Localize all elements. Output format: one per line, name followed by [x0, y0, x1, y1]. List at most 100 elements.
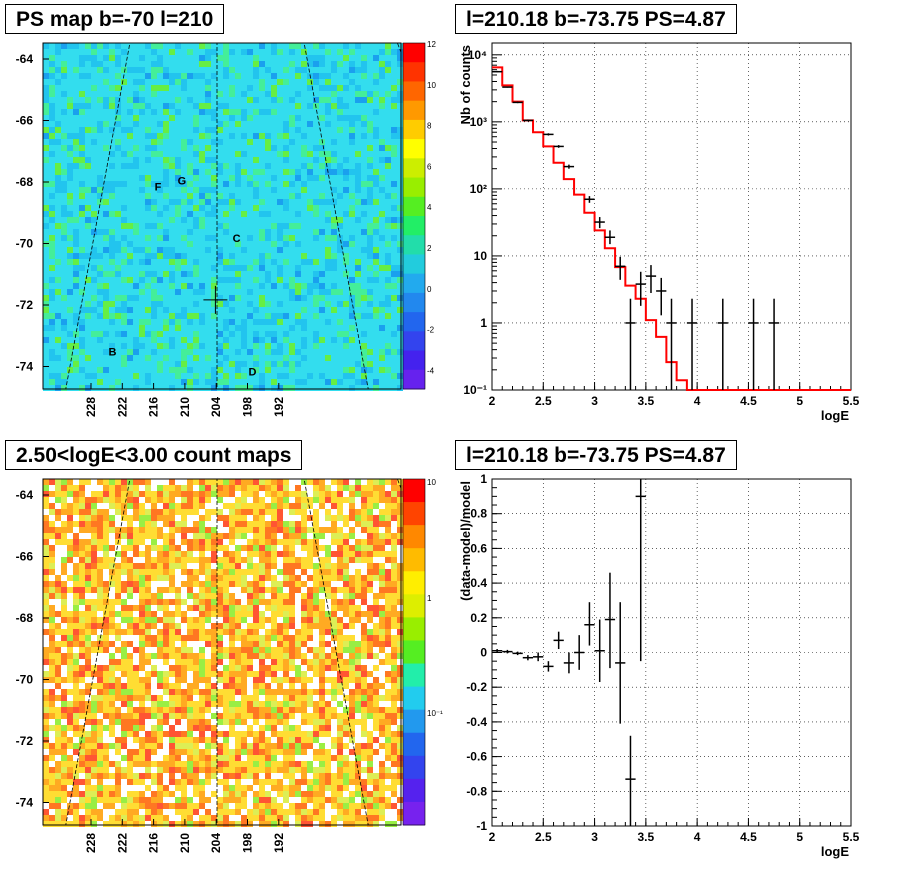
colorbar-frame	[402, 478, 426, 826]
residual-plot: 2 2.5 3 3.5 4 4.5 5 5.5 -1 -0.8 -0.6 -0.4 -0.2 0 0.2 0.…	[458, 472, 860, 859]
lon-tick-label: 192	[272, 833, 286, 853]
spectrum-title: l=210.18 b=-73.75 PS=4.87	[455, 4, 737, 34]
colorbar-tick-label: 10	[427, 478, 436, 487]
lat-tick-label: -74	[16, 796, 34, 810]
lat-tick-label: -66	[16, 550, 34, 564]
y-tick-label: -0.2	[466, 680, 487, 694]
colorbar-tick-label: 10	[427, 81, 436, 90]
meridian-line	[303, 43, 369, 389]
meridian-line	[65, 479, 131, 825]
residual-frame	[491, 478, 852, 827]
lon-tick-label: 216	[147, 833, 161, 853]
count-map-panel: -64-66-68-70-72-74228222216210204198192A…	[16, 20, 443, 853]
colorbar-cell	[403, 158, 425, 179]
colorbar-tick-label: 6	[427, 162, 432, 171]
y-tick-label: 0.4	[470, 576, 487, 590]
y-tick-label: 10⁴	[468, 48, 487, 62]
meridian-line	[0, 0, 16, 242]
colorbar-tick-label: 1	[427, 594, 432, 603]
y-tick-label: 10	[474, 249, 488, 263]
colorbar-cell	[403, 119, 425, 140]
x-tick-label: 5	[796, 830, 803, 844]
ps-map-panel: -64-66-68-70-72-74228222216210204198192A…	[0, 0, 437, 417]
source-label: G	[178, 175, 187, 187]
residual-title: l=210.18 b=-73.75 PS=4.87	[455, 440, 737, 470]
x-tick-label: 5	[796, 394, 803, 408]
lon-tick-label: 228	[84, 833, 98, 853]
x-axis-label: logE	[821, 844, 849, 859]
x-tick-label: 3	[591, 394, 598, 408]
colorbar-cell	[403, 801, 425, 826]
colorbar-cell	[403, 479, 425, 503]
colorbar-cell	[403, 100, 425, 121]
lon-tick-label: 216	[147, 397, 161, 417]
ps-map-title: PS map b=-70 l=210	[5, 4, 225, 34]
colorbar-cell	[403, 732, 425, 757]
y-tick-label: -0.4	[466, 715, 487, 729]
x-tick-label: 4	[694, 830, 701, 844]
lon-tick-label: 222	[115, 833, 129, 853]
lat-tick-label: -70	[16, 673, 34, 687]
y-tick-label: 0.6	[470, 541, 487, 555]
y-tick-label: 0.8	[470, 507, 487, 521]
colorbar-tick-label: 12	[427, 40, 436, 49]
colorbar-tick-label: 8	[427, 122, 432, 131]
colorbar-cell	[403, 755, 425, 780]
colorbar-cell	[403, 62, 425, 82]
colorbar-cell	[403, 502, 425, 526]
lat-tick-label: -64	[16, 52, 34, 66]
lon-tick-label: 198	[241, 833, 255, 853]
y-tick-label: 10⁻¹	[463, 383, 487, 397]
colorbar-cell	[403, 81, 425, 102]
colorbar-cell	[403, 43, 425, 63]
y-tick-label: -1	[476, 819, 487, 833]
colorbar-cell	[403, 778, 425, 803]
ps-map-frame	[42, 42, 402, 390]
lat-tick-label: -66	[16, 114, 34, 128]
lat-tick-label: -74	[16, 360, 34, 374]
count-map-frame	[42, 478, 402, 826]
y-tick-label: 10³	[470, 115, 487, 129]
meridian-line	[303, 479, 369, 825]
y-axis-label: (data-model)/model	[458, 481, 473, 601]
x-tick-label: 3	[591, 830, 598, 844]
count-map-title: 2.50<logE<3.00 count maps	[5, 440, 303, 470]
colorbar-cell	[403, 350, 425, 371]
x-tick-label: 5.5	[843, 830, 860, 844]
x-tick-label: 5.5	[843, 394, 860, 408]
lon-tick-label: 192	[272, 397, 286, 417]
y-tick-label: -0.6	[466, 750, 487, 764]
y-tick-label: -0.8	[466, 784, 487, 798]
colorbar-cell	[403, 709, 425, 734]
y-tick-label: 10²	[470, 182, 487, 196]
lon-tick-label: 204	[209, 833, 223, 853]
colorbar-cell	[403, 617, 425, 641]
colorbar-cell	[403, 139, 425, 159]
spectrum-plot: 2 2.5 3 3.5 4 4.5 5 5.5 10⁻¹ 1 10 10² 10³ 10⁴ logE Nb o…	[458, 42, 860, 423]
lat-tick-label: -68	[16, 611, 34, 625]
colorbar-tick-label: -4	[427, 366, 435, 375]
colorbar-cell	[403, 292, 425, 313]
colorbar-tick-label: 0	[427, 285, 432, 294]
colorbar-cell	[403, 196, 425, 217]
count-graticule	[65, 479, 401, 825]
colorbar-cell	[403, 640, 425, 665]
colorbar-cell	[403, 663, 425, 688]
lat-tick-label: -68	[16, 175, 34, 189]
colorbar-cell	[403, 525, 425, 549]
colorbar-tick-label: 4	[427, 203, 432, 212]
ps-colorbar: 12 10 8 6 4 2 0 -2 -4	[402, 40, 436, 390]
x-tick-label: 3.5	[638, 830, 655, 844]
colorbar-cell	[403, 273, 425, 294]
colorbar-cell	[403, 312, 425, 332]
colorbar-cell	[403, 594, 425, 618]
colorbar-cell	[403, 686, 425, 711]
colorbar-cell	[403, 548, 425, 572]
lat-tick-label: -72	[16, 734, 34, 748]
colorbar-frame	[402, 42, 426, 390]
x-tick-label: 2.5	[535, 830, 552, 844]
colorbar-cell	[403, 235, 425, 255]
y-tick-label: 1	[480, 472, 487, 486]
lon-tick-label: 222	[115, 397, 129, 417]
